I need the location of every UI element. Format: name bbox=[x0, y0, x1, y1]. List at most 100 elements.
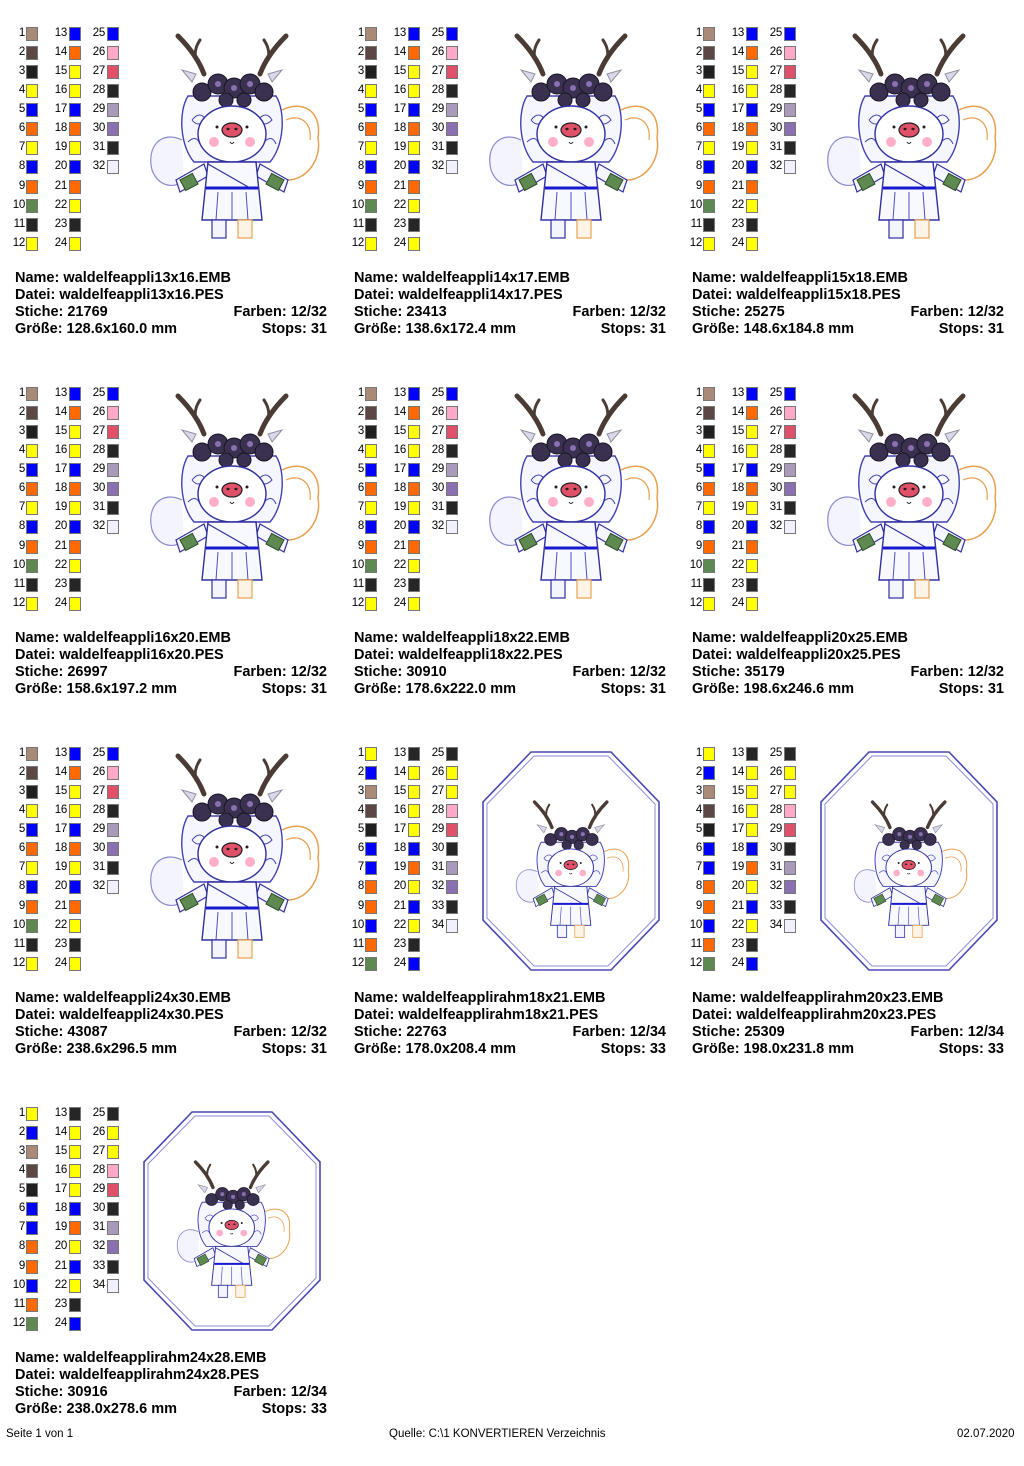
color-index: 26 bbox=[769, 46, 783, 59]
color-swatch bbox=[26, 501, 38, 516]
color-index: 28 bbox=[769, 84, 783, 97]
color-index: 2 bbox=[357, 406, 364, 419]
color-index: 25 bbox=[431, 387, 445, 399]
design-card: 1 2 3 4 5 6 7 8 9 10 11 12 13 14 15 16 17 18 19 20 21 22 23 24 2… bbox=[352, 746, 691, 1106]
color-swatch bbox=[408, 596, 420, 611]
color-swatch bbox=[365, 785, 377, 800]
color-index: 4 bbox=[18, 804, 25, 817]
color-index: 3 bbox=[18, 1145, 25, 1158]
color-index: 18 bbox=[731, 842, 745, 855]
color-swatch bbox=[365, 918, 377, 933]
color-swatch bbox=[703, 539, 715, 554]
color-swatch bbox=[365, 198, 377, 213]
color-swatch bbox=[784, 27, 796, 41]
color-swatch bbox=[365, 956, 377, 971]
design-card: 1 2 3 4 5 6 7 8 9 10 11 12 13 14 15 16 17 18 19 20 21 22 23 24 2… bbox=[690, 26, 1024, 386]
color-index: 27 bbox=[431, 65, 445, 78]
color-index: 24 bbox=[54, 596, 68, 609]
color-swatch bbox=[408, 122, 420, 137]
color-swatch bbox=[107, 1202, 119, 1217]
color-swatch bbox=[107, 406, 119, 421]
color-index: 19 bbox=[731, 501, 745, 514]
color-index: 3 bbox=[357, 425, 364, 438]
color-swatch bbox=[784, 46, 796, 61]
color-swatch bbox=[408, 463, 420, 478]
color-swatch bbox=[784, 842, 796, 857]
color-swatch bbox=[703, 937, 715, 952]
color-swatch bbox=[703, 444, 715, 459]
color-swatch bbox=[107, 103, 119, 118]
design-file: Datei: waldelfeappli14x17.PES bbox=[354, 287, 563, 303]
color-swatch bbox=[365, 823, 377, 838]
color-index: 9 bbox=[18, 539, 25, 552]
color-index: 26 bbox=[431, 766, 445, 779]
color-index: 28 bbox=[92, 804, 106, 817]
color-swatch bbox=[446, 880, 458, 895]
size-stops: Größe: 148.6x184.8 mm Stops: 31 bbox=[692, 321, 1004, 337]
color-swatch bbox=[746, 217, 758, 232]
color-swatch bbox=[107, 1183, 119, 1198]
color-swatch bbox=[69, 1259, 81, 1274]
color-index: 11 bbox=[352, 937, 365, 950]
color-index: 28 bbox=[92, 1164, 106, 1177]
color-index: 34 bbox=[431, 918, 445, 931]
color-swatch bbox=[26, 1221, 38, 1236]
color-index: 3 bbox=[357, 785, 364, 798]
color-swatch bbox=[408, 236, 420, 251]
color-index: 14 bbox=[731, 406, 745, 419]
color-index: 5 bbox=[695, 463, 702, 476]
color-swatch bbox=[69, 103, 81, 118]
color-swatch bbox=[784, 918, 796, 933]
color-index: 2 bbox=[18, 406, 25, 419]
color-swatch bbox=[784, 463, 796, 478]
color-swatch bbox=[69, 804, 81, 819]
color-index: 7 bbox=[18, 1221, 25, 1234]
color-swatch bbox=[69, 1164, 81, 1179]
color-swatch bbox=[69, 861, 81, 876]
color-swatch bbox=[365, 103, 377, 118]
color-swatch bbox=[703, 84, 715, 99]
color-index: 17 bbox=[393, 103, 407, 116]
color-swatch bbox=[446, 785, 458, 800]
color-swatch bbox=[446, 861, 458, 876]
color-index: 1 bbox=[695, 27, 702, 39]
color-swatch bbox=[703, 160, 715, 175]
color-swatch bbox=[746, 577, 758, 592]
color-swatch bbox=[26, 577, 38, 592]
color-index: 24 bbox=[393, 596, 407, 609]
color-swatch bbox=[365, 27, 377, 41]
color-swatch bbox=[69, 937, 81, 952]
color-index: 21 bbox=[393, 539, 407, 552]
design-card: 1 2 3 4 5 6 7 8 9 10 11 12 13 14 15 16 17 18 19 20 21 22 23 24 2… bbox=[13, 26, 352, 386]
color-index: 22 bbox=[731, 198, 745, 211]
color-swatch bbox=[703, 236, 715, 251]
color-swatch bbox=[26, 217, 38, 232]
color-swatch bbox=[69, 785, 81, 800]
color-swatch bbox=[69, 46, 81, 61]
color-swatch bbox=[784, 804, 796, 819]
color-index: 10 bbox=[351, 198, 365, 211]
color-index: 22 bbox=[393, 198, 407, 211]
color-index: 7 bbox=[357, 141, 364, 154]
color-swatch bbox=[26, 823, 38, 838]
color-index: 16 bbox=[54, 1164, 68, 1177]
design-card: 1 2 3 4 5 6 7 8 9 10 11 12 13 14 15 16 17 18 19 20 21 22 23 24 2… bbox=[351, 26, 691, 386]
color-index: 19 bbox=[54, 501, 68, 514]
color-swatch bbox=[26, 463, 38, 478]
color-index: 31 bbox=[92, 1221, 106, 1234]
page-number: Seite 1 von 1 bbox=[6, 1428, 74, 1440]
color-swatch bbox=[365, 387, 377, 401]
color-swatch bbox=[107, 46, 119, 61]
design-card: 1 2 3 4 5 6 7 8 9 10 11 12 13 14 15 16 17 18 19 20 21 22 23 24 2… bbox=[13, 1106, 352, 1466]
stitches-colors: Stiche: 30916 Farben: 12/34 bbox=[15, 1384, 327, 1400]
color-index: 4 bbox=[695, 804, 702, 817]
color-index: 6 bbox=[18, 482, 25, 495]
color-swatch bbox=[746, 444, 758, 459]
color-swatch bbox=[107, 861, 119, 876]
color-index: 18 bbox=[393, 122, 407, 135]
color-index: 9 bbox=[18, 179, 25, 192]
color-swatch bbox=[26, 1107, 38, 1121]
color-swatch bbox=[746, 425, 758, 440]
color-index: 18 bbox=[54, 842, 68, 855]
color-index: 2 bbox=[18, 1126, 25, 1139]
